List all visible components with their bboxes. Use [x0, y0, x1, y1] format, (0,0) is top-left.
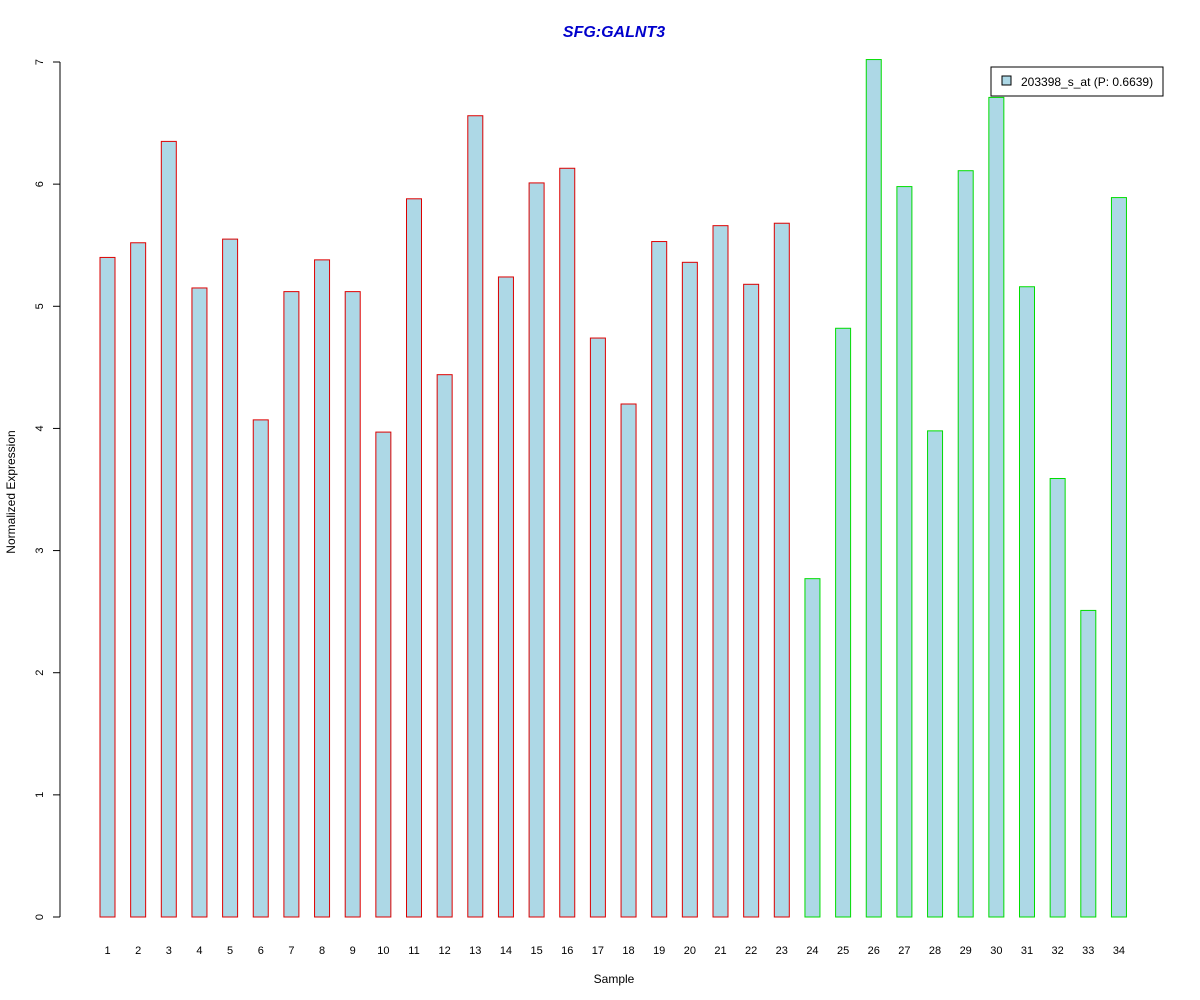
- y-tick-label: 1: [34, 792, 46, 798]
- bars-group: [99, 59, 1127, 918]
- bar-sample-7: [283, 291, 300, 918]
- y-tick-label: 3: [34, 548, 46, 554]
- legend: 203398_s_at (P: 0.6639): [990, 66, 1164, 97]
- x-tick-label: 29: [960, 945, 972, 957]
- y-tick-label: 4: [34, 425, 46, 431]
- x-tick-label: 26: [868, 945, 880, 957]
- bar-sample-2: [130, 242, 147, 918]
- legend-box: [990, 66, 1164, 97]
- bar-sample-15: [528, 182, 545, 918]
- x-tick-label: 24: [806, 945, 818, 957]
- x-tick-labels: 1 2 3 4 5 6 7 8 9 10 11 12 13 14 15 16 17 18 19 20 21 22 23 24 2…: [104, 945, 1125, 957]
- bar-sample-19: [651, 241, 668, 918]
- x-tick-label: 14: [500, 945, 512, 957]
- x-tick-label: 23: [776, 945, 788, 957]
- bar-sample-9: [344, 291, 361, 918]
- x-tick-label: 4: [196, 945, 202, 957]
- x-tick-label: 10: [377, 945, 389, 957]
- bar-sample-14: [497, 276, 514, 918]
- x-tick-label: 19: [653, 945, 665, 957]
- x-tick-label: 16: [561, 945, 573, 957]
- x-tick-label: 18: [622, 945, 634, 957]
- x-tick-label: 2: [135, 945, 141, 957]
- bar-sample-21: [712, 225, 729, 918]
- bar-sample-3: [160, 140, 177, 918]
- bar-sample-33: [1080, 609, 1097, 918]
- y-tick-label: 6: [34, 181, 46, 187]
- y-axis-title: Normalized Expression: [4, 430, 18, 553]
- bar-sample-12: [436, 374, 453, 918]
- bar-sample-23: [773, 222, 790, 918]
- y-tick-label: 2: [34, 670, 46, 676]
- bar-sample-5: [222, 238, 239, 918]
- y-axis: 0 1 2 3 4 5 6 7: [34, 59, 61, 920]
- bar-sample-24: [804, 578, 821, 918]
- bar-sample-25: [835, 327, 852, 918]
- x-tick-label: 5: [227, 945, 233, 957]
- bar-sample-4: [191, 287, 208, 918]
- bar-sample-30: [988, 96, 1005, 918]
- x-tick-label: 15: [530, 945, 542, 957]
- bar-sample-22: [743, 283, 760, 918]
- legend-swatch: [1001, 75, 1012, 86]
- bar-sample-8: [314, 259, 331, 918]
- x-tick-label: 9: [350, 945, 356, 957]
- x-tick-label: 33: [1082, 945, 1094, 957]
- x-tick-label: 6: [258, 945, 264, 957]
- x-tick-label: 31: [1021, 945, 1033, 957]
- bar-sample-32: [1049, 478, 1066, 918]
- y-tick-label: 7: [34, 59, 46, 65]
- bar-sample-1: [99, 256, 116, 918]
- legend-label: 203398_s_at (P: 0.6639): [1021, 75, 1153, 89]
- x-tick-label: 12: [439, 945, 451, 957]
- bar-sample-20: [681, 261, 698, 918]
- x-tick-label: 13: [469, 945, 481, 957]
- x-tick-label: 1: [104, 945, 110, 957]
- bar-sample-29: [957, 170, 974, 918]
- x-tick-label: 20: [684, 945, 696, 957]
- x-axis-title: Sample: [594, 972, 635, 986]
- bar-sample-34: [1110, 197, 1127, 918]
- bar-sample-28: [927, 430, 944, 918]
- bar-sample-13: [467, 115, 484, 918]
- x-tick-label: 30: [990, 945, 1002, 957]
- x-tick-label: 34: [1113, 945, 1125, 957]
- x-tick-label: 32: [1052, 945, 1064, 957]
- bar-sample-6: [252, 419, 269, 918]
- x-tick-label: 7: [288, 945, 294, 957]
- bar-sample-27: [896, 186, 913, 918]
- bar-sample-17: [589, 337, 606, 918]
- bar-sample-16: [559, 167, 576, 918]
- chart-title: SFG:GALNT3: [563, 24, 665, 41]
- bar-sample-18: [620, 403, 637, 918]
- bar-sample-31: [1019, 286, 1035, 918]
- x-tick-label: 28: [929, 945, 941, 957]
- x-tick-label: 3: [166, 945, 172, 957]
- bar-sample-11: [406, 198, 422, 918]
- x-tick-label: 22: [745, 945, 757, 957]
- y-tick-label: 0: [34, 914, 46, 920]
- x-tick-label: 11: [408, 945, 419, 957]
- x-tick-label: 21: [714, 945, 726, 957]
- y-tick-label: 5: [34, 303, 46, 309]
- x-tick-label: 25: [837, 945, 849, 957]
- x-tick-label: 27: [898, 945, 910, 957]
- x-tick-label: 8: [319, 945, 325, 957]
- bar-sample-26: [865, 59, 882, 918]
- x-tick-label: 17: [592, 945, 604, 957]
- bar-sample-10: [375, 431, 392, 918]
